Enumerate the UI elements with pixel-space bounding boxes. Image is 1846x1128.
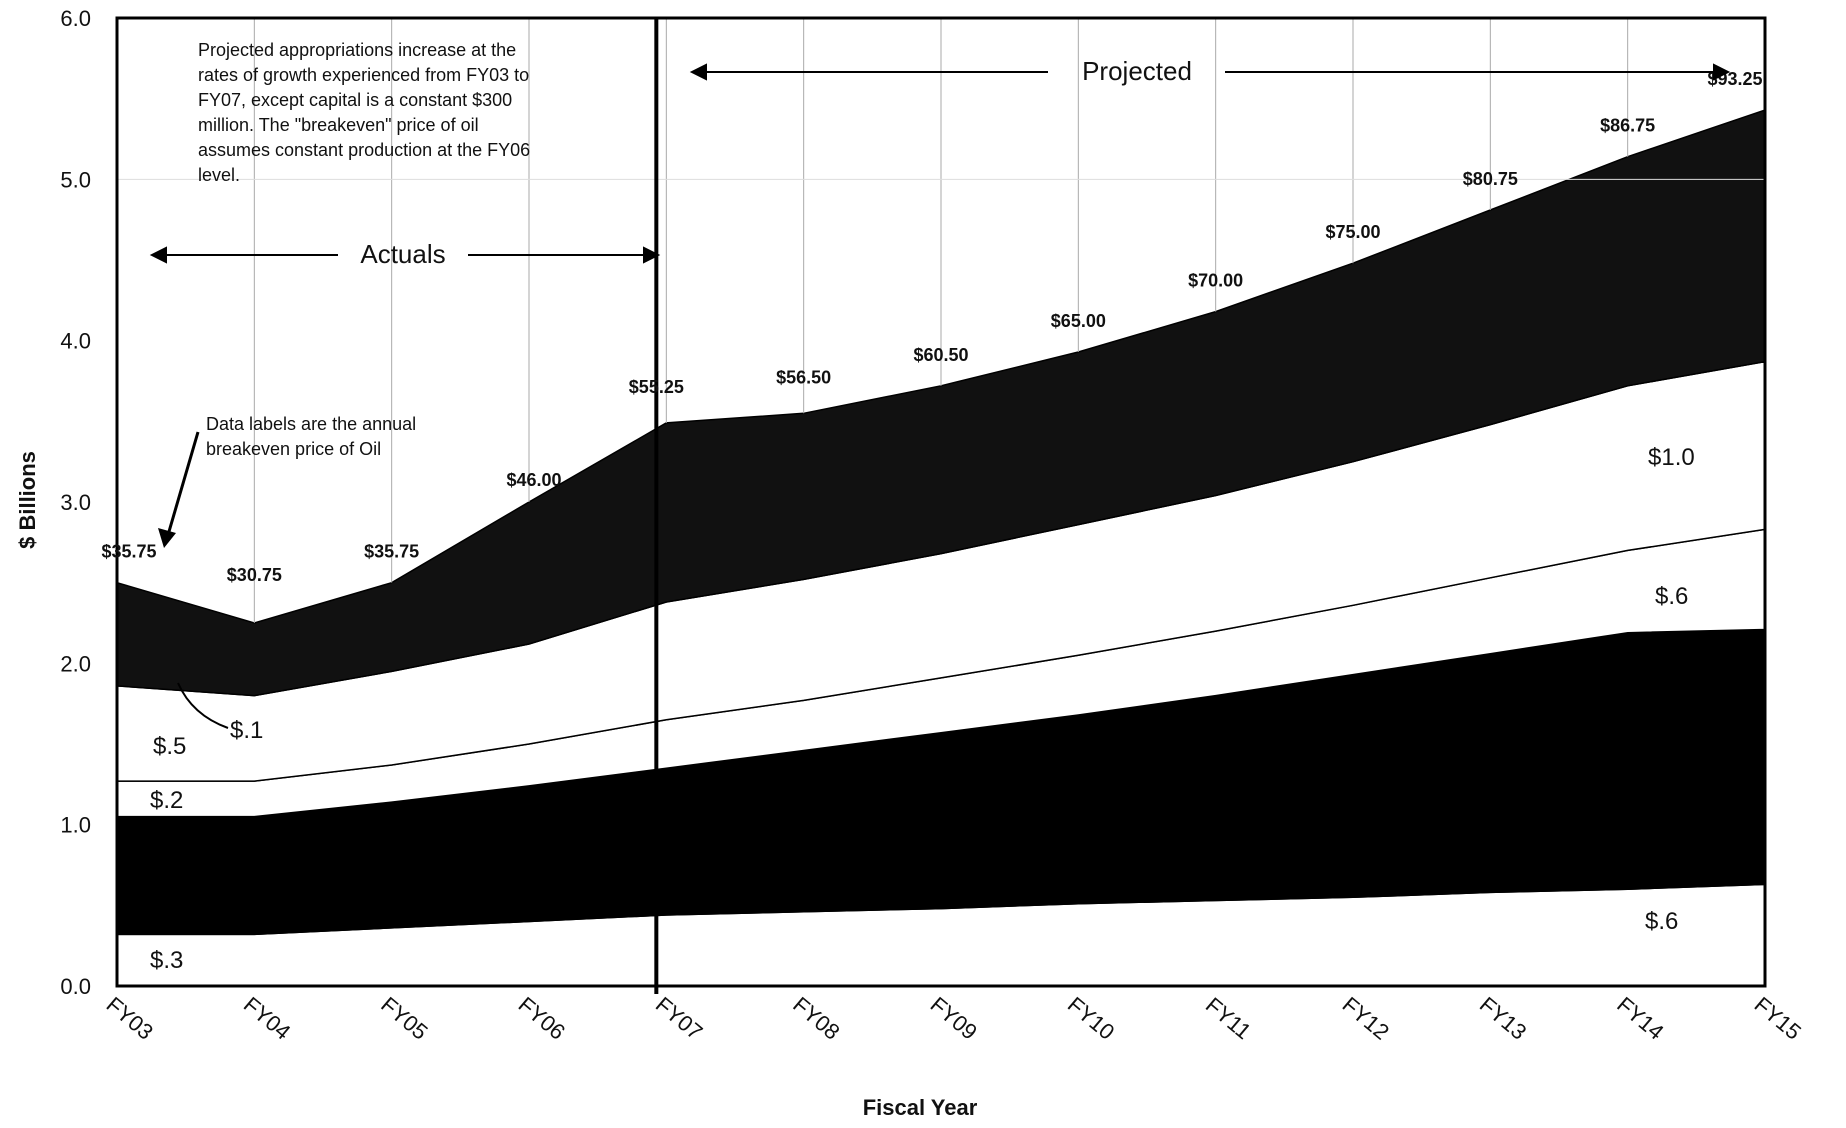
- band-label-10: $1.0: [1648, 444, 1695, 471]
- y-tick-label: 4.0: [60, 329, 91, 354]
- price-label: $56.50: [776, 367, 831, 387]
- band-label-01: $.1: [230, 717, 263, 744]
- data-label-note-line-2: breakeven price of Oil: [206, 439, 381, 459]
- x-tick-label: FY07: [651, 992, 707, 1045]
- price-label: $80.75: [1463, 169, 1518, 189]
- x-tick-label: FY14: [1612, 992, 1668, 1045]
- band-label-06-mid: $.6: [1655, 583, 1688, 610]
- note-line-6: level.: [198, 165, 240, 185]
- note-line-2: rates of growth experienced from FY03 to: [198, 65, 529, 85]
- x-axis-title: Fiscal Year: [863, 1095, 978, 1120]
- x-tick-label: FY11: [1201, 992, 1256, 1044]
- price-label: $46.00: [506, 470, 561, 490]
- note-line-1: Projected appropriations increase at the: [198, 40, 516, 60]
- price-label: $35.75: [364, 542, 419, 562]
- plot-frame: [115, 16, 1767, 988]
- y-tick-label: 3.0: [60, 490, 91, 515]
- y-tick-label: 1.0: [60, 813, 91, 838]
- stacked-bands: [116, 108, 1766, 987]
- price-label: $60.50: [913, 345, 968, 365]
- gridlines: [117, 18, 1765, 623]
- x-tick-label: FY15: [1750, 992, 1806, 1045]
- x-tick-label: FY13: [1475, 992, 1531, 1045]
- price-label: $75.00: [1325, 222, 1380, 242]
- x-tick-label: FY09: [926, 992, 982, 1045]
- y-tick-label: 5.0: [60, 167, 91, 192]
- x-tick-label: FY03: [102, 992, 158, 1045]
- band-label-03: $.3: [150, 947, 183, 974]
- data-label-note-arrow: [158, 431, 200, 548]
- x-tick-label: FY06: [514, 992, 570, 1045]
- price-label: $35.75: [101, 542, 156, 562]
- x-tick-label: FY12: [1338, 992, 1394, 1045]
- price-label: $55.25: [629, 377, 684, 397]
- x-tick-label: FY04: [239, 992, 295, 1045]
- x-tick-label: FY08: [788, 992, 844, 1045]
- y-tick-label: 2.0: [60, 651, 91, 676]
- x-tick-labels: FY03 FY04 FY05 FY06 FY07 FY08 FY09 FY10 FY11 FY12…: [102, 992, 1806, 1045]
- actuals-arrow: [149, 246, 661, 264]
- projected-arrow: [689, 63, 1731, 81]
- band-label-06-bottom: $.6: [1645, 908, 1678, 935]
- x-tick-label: FY10: [1063, 992, 1119, 1045]
- price-label: $86.75: [1600, 116, 1655, 136]
- price-labels: $35.75 $30.75 $35.75 $46.00 $55.25 $56.50 $60.…: [101, 69, 1762, 585]
- projected-label: Projected: [1082, 56, 1192, 86]
- data-label-note-line-1: Data labels are the annual: [206, 414, 416, 434]
- band-01-leader: [177, 682, 229, 729]
- band-label-05: $.5: [153, 733, 186, 760]
- note-line-5: assumes constant production at the FY06: [198, 140, 530, 160]
- y-tick-label: 0.0: [60, 974, 91, 999]
- note-line-3: FY07, except capital is a constant $300: [198, 90, 512, 110]
- price-label: $70.00: [1188, 271, 1243, 291]
- price-label: $30.75: [227, 565, 282, 585]
- band-label-02: $.2: [150, 787, 183, 814]
- y-axis-title: $ Billions: [15, 451, 40, 549]
- y-tick-label: 6.0: [60, 6, 91, 31]
- x-tick-label: FY05: [376, 992, 432, 1045]
- projection-note: Projected appropriations increase at the…: [198, 40, 530, 185]
- note-line-4: million. The "breakeven" price of oil: [198, 115, 479, 135]
- y-tick-labels: 0.0 1.0 2.0 3.0 4.0 5.0 6.0: [60, 6, 91, 999]
- actuals-label: Actuals: [360, 239, 445, 269]
- price-label: $65.00: [1051, 311, 1106, 331]
